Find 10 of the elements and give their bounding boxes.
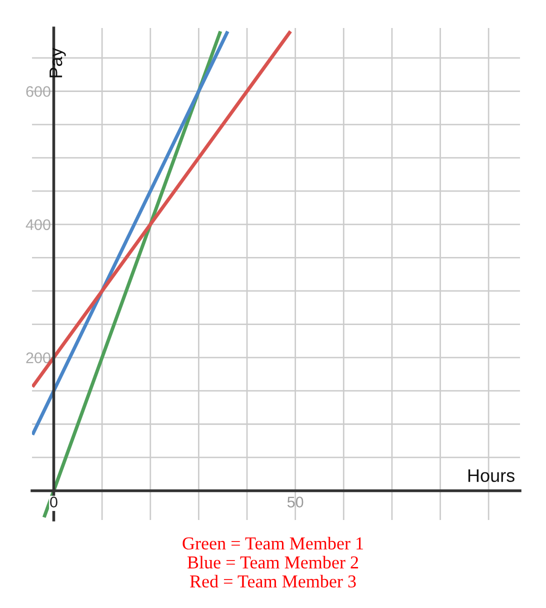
y-tick-label: 600	[26, 86, 50, 97]
y-axis-title: Pay	[50, 48, 66, 78]
x-tick-label: 0	[50, 496, 58, 508]
text: Red = Team Member 3	[190, 574, 356, 588]
y-tick-label: 200	[26, 352, 50, 364]
x-axis-title: Hours	[468, 469, 514, 482]
text: Blue = Team Member 2	[187, 556, 358, 569]
x-tick-label: 50	[287, 496, 304, 508]
text: Green = Team Member 1	[182, 536, 363, 550]
y-tick-label: 400	[26, 219, 50, 230]
